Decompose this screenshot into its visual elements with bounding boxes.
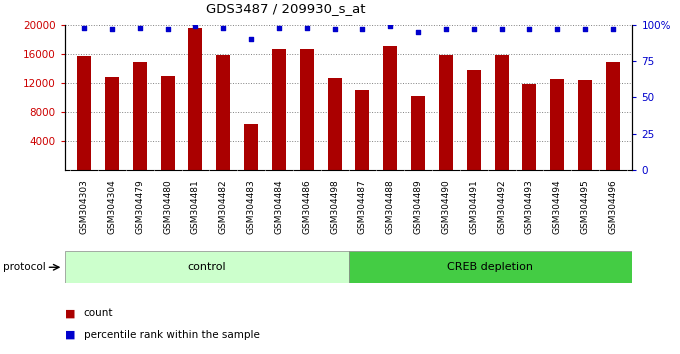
Bar <box>384 46 397 170</box>
Text: GSM304488: GSM304488 <box>386 179 395 234</box>
Point <box>162 26 173 32</box>
Point <box>496 26 507 32</box>
Point <box>413 29 424 35</box>
Point <box>218 25 228 30</box>
Point <box>579 26 590 32</box>
Bar <box>105 77 119 170</box>
Text: GSM304492: GSM304492 <box>497 179 506 234</box>
Text: protocol: protocol <box>3 262 46 272</box>
Text: GSM304481: GSM304481 <box>191 179 200 234</box>
Bar <box>494 55 509 170</box>
Text: count: count <box>84 308 113 318</box>
Text: GSM304496: GSM304496 <box>609 179 617 234</box>
Bar <box>522 84 537 170</box>
Point <box>190 23 201 29</box>
Bar <box>348 251 632 283</box>
Bar <box>356 90 369 170</box>
Text: percentile rank within the sample: percentile rank within the sample <box>84 330 260 339</box>
Text: ■: ■ <box>65 308 75 318</box>
Text: control: control <box>187 262 226 272</box>
Bar <box>578 80 592 170</box>
Text: GSM304486: GSM304486 <box>302 179 311 234</box>
Bar <box>411 96 425 170</box>
Text: GSM304303: GSM304303 <box>80 179 88 234</box>
Point <box>245 36 256 42</box>
Text: GSM304482: GSM304482 <box>219 179 228 234</box>
Text: GSM304489: GSM304489 <box>413 179 422 234</box>
Point <box>524 26 535 32</box>
Bar <box>466 70 481 170</box>
Bar <box>133 62 147 170</box>
Bar <box>550 79 564 170</box>
Bar <box>160 76 175 170</box>
Point <box>441 26 452 32</box>
Bar <box>606 62 620 170</box>
Text: GSM304304: GSM304304 <box>107 179 116 234</box>
Bar <box>439 55 453 170</box>
Bar <box>244 124 258 170</box>
Text: GSM304483: GSM304483 <box>247 179 256 234</box>
Bar <box>272 50 286 170</box>
Bar <box>328 78 341 170</box>
Point <box>551 26 562 32</box>
Text: GSM304487: GSM304487 <box>358 179 367 234</box>
Text: GSM304490: GSM304490 <box>441 179 450 234</box>
Text: GSM304480: GSM304480 <box>163 179 172 234</box>
Point <box>469 26 479 32</box>
Text: ■: ■ <box>65 330 75 339</box>
Text: GSM304493: GSM304493 <box>525 179 534 234</box>
Bar <box>77 56 91 170</box>
Text: GSM304484: GSM304484 <box>275 179 284 234</box>
Bar <box>65 251 348 283</box>
Text: GSM304491: GSM304491 <box>469 179 478 234</box>
Bar <box>300 49 313 170</box>
Text: GSM304498: GSM304498 <box>330 179 339 234</box>
Bar <box>188 28 203 170</box>
Point <box>385 23 396 29</box>
Point <box>357 26 368 32</box>
Point <box>607 26 618 32</box>
Point <box>107 26 118 32</box>
Point <box>79 25 90 30</box>
Text: CREB depletion: CREB depletion <box>447 262 533 272</box>
Text: GDS3487 / 209930_s_at: GDS3487 / 209930_s_at <box>206 2 365 15</box>
Text: GSM304494: GSM304494 <box>553 179 562 234</box>
Point <box>273 25 284 30</box>
Text: GSM304479: GSM304479 <box>135 179 144 234</box>
Point <box>301 25 312 30</box>
Point <box>135 25 146 30</box>
Point <box>329 26 340 32</box>
Bar <box>216 55 231 170</box>
Text: GSM304495: GSM304495 <box>581 179 590 234</box>
